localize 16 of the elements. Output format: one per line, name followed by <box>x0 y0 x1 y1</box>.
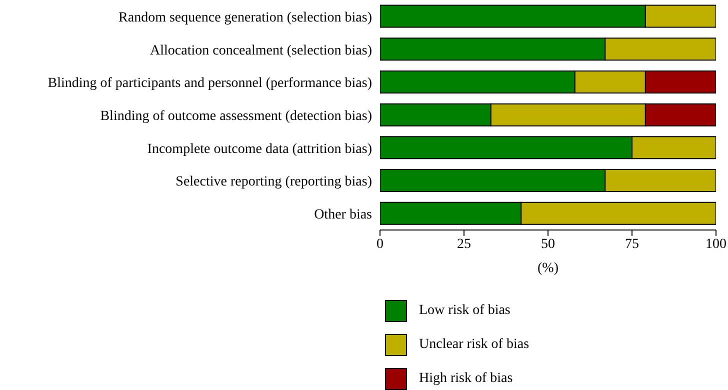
x-axis-title: (%) <box>538 261 559 276</box>
legend-label: High risk of bias <box>419 371 513 387</box>
x-tick-label: 100 <box>706 236 726 252</box>
x-tick-label: 75 <box>625 236 639 252</box>
y-tick-label: Incomplete outcome data (attrition bias) <box>147 142 372 157</box>
legend-label: Unclear risk of bias <box>419 337 530 353</box>
x-tick-label: 25 <box>457 236 471 252</box>
y-tick-label: Blinding of outcome assessment (detection bias) <box>100 108 372 124</box>
y-tick-label: Blinding of participants and personnel (performance bias) <box>48 76 372 92</box>
x-tick-label: 50 <box>541 236 555 252</box>
y-tick-label: Selective reporting (reporting bias) <box>176 174 372 190</box>
y-tick-label: Random sequence generation (selection bias) <box>118 10 372 26</box>
x-tick-label: 0 <box>376 236 384 252</box>
legend-label: Low risk of bias <box>419 303 510 319</box>
y-tick-label: Allocation concealment (selection bias) <box>150 43 372 58</box>
y-tick-label: Other bias <box>314 208 372 223</box>
